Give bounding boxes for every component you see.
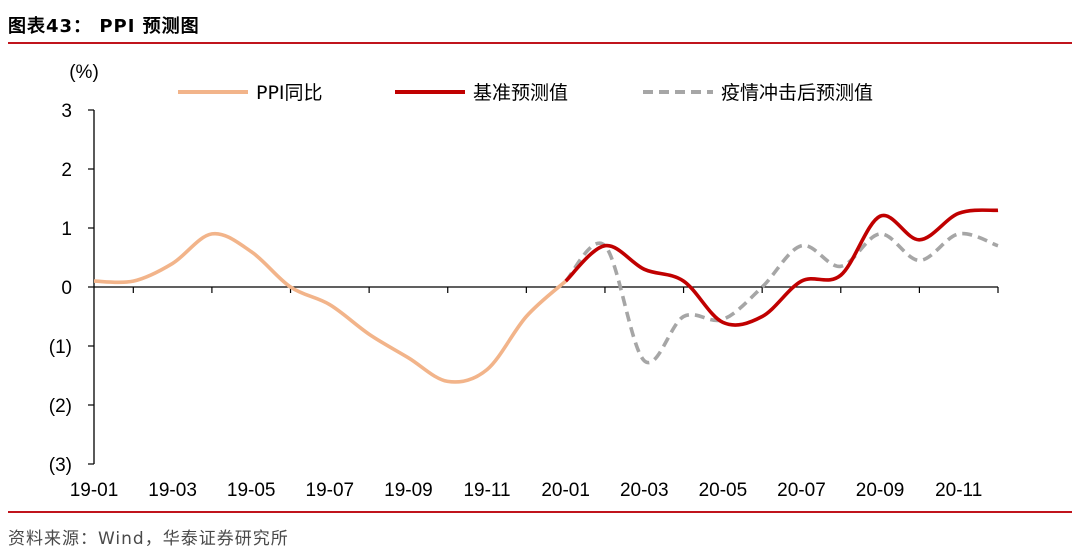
- series-line-post-epidemic-forecast: [564, 231, 999, 365]
- x-tick-label: 20-07: [777, 480, 826, 501]
- x-tick-label: 20-03: [620, 480, 669, 501]
- x-tick-label: 20-11: [935, 480, 982, 501]
- series-lines: [93, 208, 999, 384]
- header-divider: [8, 42, 1072, 44]
- chart-title: 图表43： PPI 预测图: [8, 16, 200, 37]
- legend-label: 基准预测值: [473, 82, 568, 104]
- x-tick-label: 19-03: [148, 480, 197, 501]
- footer-divider: [8, 511, 1072, 513]
- source-note: 资料来源：Wind，华泰证券研究所: [8, 529, 289, 549]
- x-tick-label: 20-01: [541, 480, 590, 501]
- x-tick-label: 20-05: [699, 480, 748, 501]
- y-tick-label: 3: [61, 101, 72, 122]
- axes: 3 2 1 0 (1) (2) (3) 19-01 19-03 19-05 19-07 19-09 19…: [49, 101, 999, 501]
- x-tick-label: 19-05: [227, 480, 276, 501]
- y-tick-label: 0: [61, 278, 72, 299]
- x-tick-label: 19-11: [463, 480, 510, 501]
- series-line-baseline-forecast: [564, 208, 999, 327]
- x-tick-label: 20-09: [856, 480, 905, 501]
- x-tick-label: 19-09: [384, 480, 433, 501]
- y-tick-label: 1: [61, 219, 72, 240]
- y-tick-label: (2): [49, 396, 72, 417]
- x-tick-label: 19-07: [306, 480, 355, 501]
- legend-label: 疫情冲击后预测值: [721, 82, 873, 104]
- y-tick-label: (3): [49, 455, 72, 476]
- x-tick-label: 19-01: [70, 480, 119, 501]
- y-axis-unit-label: (%): [69, 62, 99, 83]
- legend: PPI同比 基准预测值 疫情冲击后预测值: [178, 82, 873, 104]
- ppi-forecast-chart: PPI同比 基准预测值 疫情冲击后预测值 (%) 3 2 1 0 (1) (2) (3) 19-0…: [49, 62, 999, 501]
- y-tick-label: (1): [49, 337, 72, 358]
- legend-label: PPI同比: [256, 82, 323, 104]
- series-line-ppi-yoy: [93, 231, 567, 384]
- y-tick-label: 2: [61, 160, 72, 181]
